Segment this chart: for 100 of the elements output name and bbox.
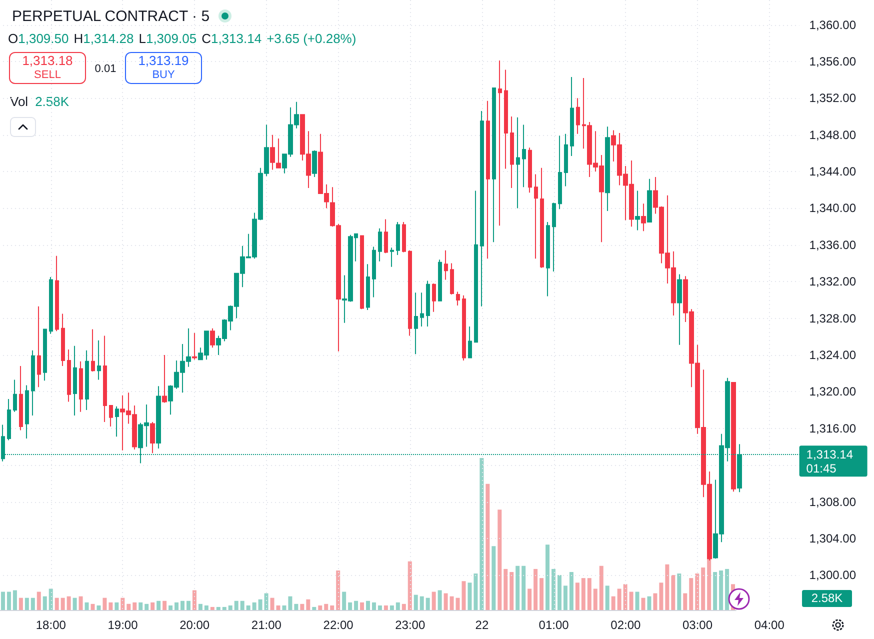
y-tick-label: 1,332.00 (809, 274, 856, 289)
bar (575, 582, 580, 610)
bar (426, 598, 430, 610)
bar (432, 592, 436, 610)
candlestick (558, 135, 562, 210)
y-tick-label: 1,324.00 (809, 348, 856, 362)
annotation: 1,313.19 (138, 53, 189, 70)
bar (528, 588, 532, 610)
candlestick (396, 221, 400, 256)
bar (84, 602, 89, 610)
bar (707, 558, 712, 610)
bar (228, 605, 232, 610)
bar (252, 602, 256, 610)
candlestick (432, 282, 436, 312)
candlestick (312, 150, 317, 178)
bar (12, 590, 17, 610)
bar (360, 602, 364, 610)
bar (534, 568, 538, 610)
x-tick-label: 01:00 (538, 618, 570, 632)
bar (378, 605, 382, 610)
bar (659, 582, 664, 610)
bar (390, 605, 394, 610)
candlestick (540, 167, 544, 268)
x-tick-label: 21:00 (251, 618, 282, 632)
candlestick (605, 126, 610, 212)
candlestick (276, 138, 281, 168)
bar (162, 600, 167, 610)
bar (629, 592, 634, 610)
candlestick (25, 384, 29, 439)
bar (689, 578, 694, 610)
bar (540, 578, 544, 610)
candlestick (7, 398, 11, 441)
text: PERPETUAL CONTRACT · 5 (12, 8, 210, 24)
bar (635, 592, 640, 610)
bar (174, 602, 179, 610)
annotation: L1,309.05 (138, 31, 197, 46)
annotation: Vol (10, 94, 28, 109)
candlestick (635, 190, 640, 231)
annotation: BUY (152, 69, 175, 82)
text: 01:45 (806, 462, 837, 476)
y-tick-label: 1,344.00 (809, 164, 856, 179)
bar (665, 564, 670, 610)
bar (198, 604, 202, 610)
bar (551, 568, 556, 610)
annotation: C1,313.14 (202, 31, 262, 46)
x-tick-label: 20:00 (180, 618, 210, 632)
bar (42, 596, 47, 610)
x-tick-label: 23:00 (395, 618, 426, 632)
bar (623, 584, 628, 610)
y-tick-label: 1,340.00 (809, 201, 856, 216)
bar (120, 598, 125, 610)
bar (510, 572, 514, 610)
bar (695, 574, 700, 610)
bar (372, 602, 376, 610)
x-tick-label: 18:00 (36, 618, 66, 632)
bar (60, 598, 65, 610)
candlestick (109, 404, 113, 428)
candlestick (85, 350, 89, 411)
bar (336, 570, 340, 610)
bar (312, 606, 316, 610)
candlestick (55, 255, 59, 332)
candlestick (414, 292, 418, 355)
candlestick (450, 262, 454, 295)
bar (258, 599, 262, 610)
bar (294, 604, 298, 610)
bar (569, 572, 574, 610)
candlestick (456, 291, 460, 306)
bar (210, 606, 214, 610)
candlestick (546, 221, 550, 297)
bar (342, 592, 346, 610)
bar (126, 604, 131, 610)
candlestick (510, 116, 514, 189)
bar (420, 596, 424, 610)
candlestick (162, 354, 167, 404)
x-tick-label: 04:00 (754, 618, 785, 632)
bar (671, 575, 676, 610)
bar (132, 602, 137, 610)
annotation: 2.58K (35, 94, 70, 109)
bar (438, 590, 442, 610)
candlestick (270, 134, 275, 170)
bar (324, 604, 328, 610)
annotation: 1,313.18 (22, 53, 73, 70)
bar (725, 568, 730, 610)
candlestick (576, 98, 580, 134)
candlestick (97, 340, 101, 380)
candlestick (192, 332, 197, 360)
bar (30, 598, 35, 610)
candlestick (570, 76, 574, 156)
bar (330, 605, 334, 610)
bar (444, 593, 448, 610)
bar (408, 561, 412, 610)
annotation: SELL (34, 69, 61, 82)
candlestick (534, 174, 538, 260)
bar (246, 605, 250, 610)
candlestick (103, 335, 107, 422)
bar (593, 588, 598, 610)
candlestick (486, 100, 490, 260)
candlestick (528, 147, 532, 194)
candlestick (641, 203, 646, 232)
bar (24, 598, 29, 610)
